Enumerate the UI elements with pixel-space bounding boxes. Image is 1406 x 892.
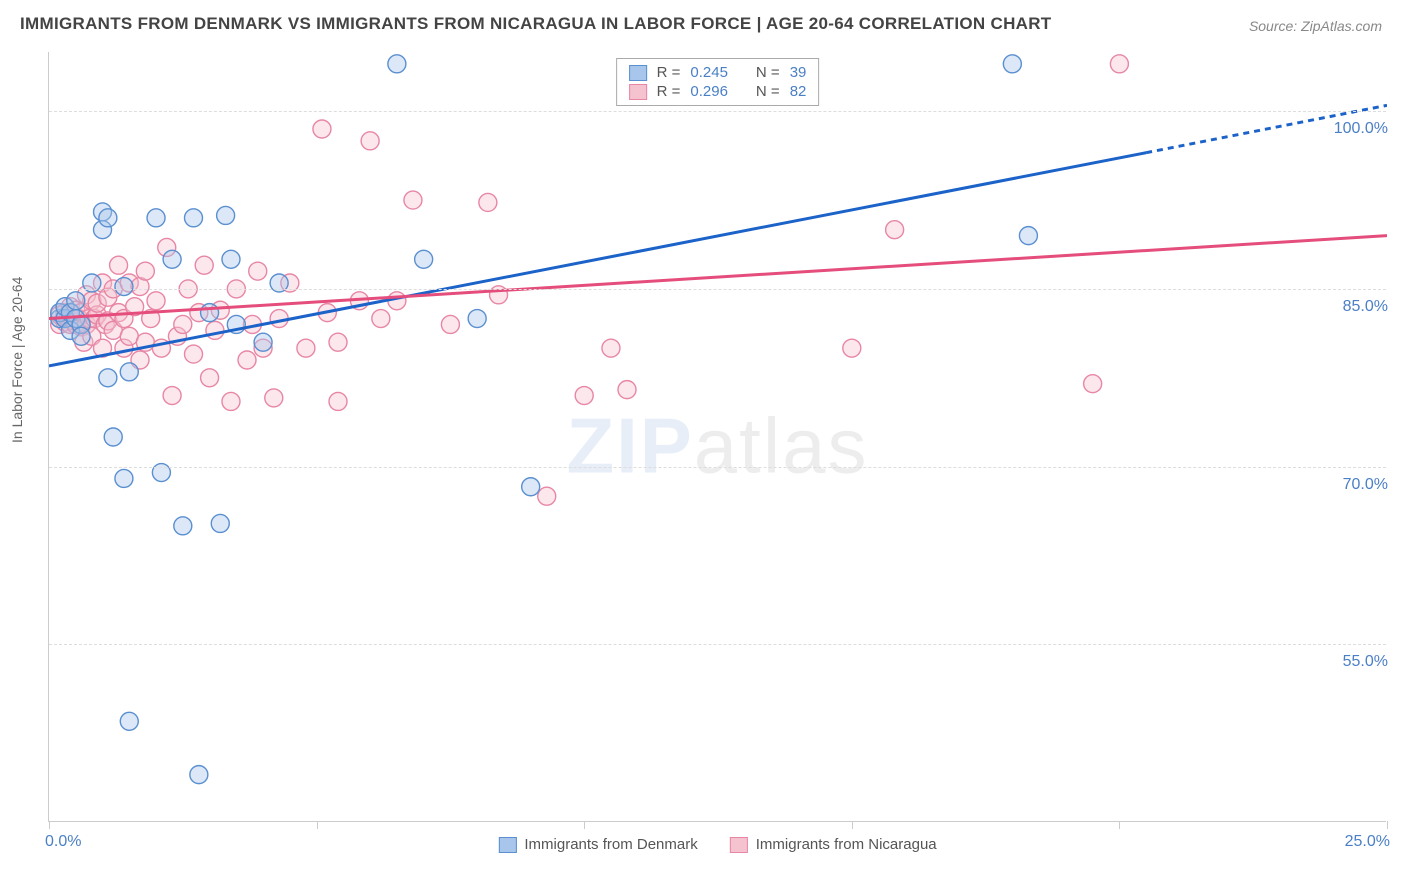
data-point bbox=[115, 278, 133, 296]
data-point bbox=[372, 310, 390, 328]
data-point bbox=[254, 333, 272, 351]
y-tick-label: 100.0% bbox=[1334, 120, 1388, 138]
data-point bbox=[479, 193, 497, 211]
data-point bbox=[72, 327, 90, 345]
data-point bbox=[522, 478, 540, 496]
data-point bbox=[120, 712, 138, 730]
data-point bbox=[1110, 55, 1128, 73]
series-legend: Immigrants from Denmark Immigrants from … bbox=[498, 836, 936, 853]
swatch-denmark bbox=[629, 65, 647, 81]
x-max-label: 25.0% bbox=[1345, 833, 1390, 851]
chart-title: IMMIGRANTS FROM DENMARK VS IMMIGRANTS FR… bbox=[20, 14, 1052, 34]
y-tick-label: 55.0% bbox=[1343, 653, 1388, 671]
data-point bbox=[441, 315, 459, 333]
data-point bbox=[404, 191, 422, 209]
x-tick bbox=[1119, 821, 1120, 829]
legend-item-nicaragua: Immigrants from Nicaragua bbox=[730, 836, 937, 853]
data-point bbox=[206, 321, 224, 339]
data-point bbox=[195, 256, 213, 274]
n-value-denmark: 39 bbox=[790, 64, 807, 81]
data-point bbox=[297, 339, 315, 357]
r-label: R = bbox=[657, 83, 681, 100]
data-point bbox=[120, 327, 138, 345]
data-point bbox=[99, 209, 117, 227]
data-point bbox=[104, 428, 122, 446]
data-point bbox=[313, 120, 331, 138]
data-point bbox=[115, 469, 133, 487]
legend-label-denmark: Immigrants from Denmark bbox=[524, 836, 697, 853]
data-point bbox=[163, 387, 181, 405]
x-tick bbox=[317, 821, 318, 829]
legend-item-denmark: Immigrants from Denmark bbox=[498, 836, 697, 853]
gridline-h bbox=[49, 289, 1386, 290]
x-tick bbox=[852, 821, 853, 829]
data-point bbox=[329, 333, 347, 351]
data-point bbox=[201, 304, 219, 322]
data-point bbox=[201, 369, 219, 387]
data-point bbox=[602, 339, 620, 357]
swatch-denmark bbox=[498, 837, 516, 853]
data-point bbox=[120, 363, 138, 381]
source-label: Source: ZipAtlas.com bbox=[1249, 18, 1382, 34]
y-axis-label: In Labor Force | Age 20-64 bbox=[9, 431, 25, 443]
swatch-nicaragua bbox=[730, 837, 748, 853]
data-point bbox=[136, 262, 154, 280]
x-tick bbox=[49, 821, 50, 829]
trend-line bbox=[49, 236, 1387, 319]
data-point bbox=[1019, 227, 1037, 245]
correlation-legend: R = 0.245 N = 39 R = 0.296 N = 82 bbox=[616, 58, 820, 106]
data-point bbox=[538, 487, 556, 505]
data-point bbox=[174, 517, 192, 535]
data-point bbox=[265, 389, 283, 407]
r-value-nicaragua: 0.296 bbox=[690, 83, 728, 100]
data-point bbox=[388, 55, 406, 73]
data-point bbox=[147, 209, 165, 227]
y-tick-label: 85.0% bbox=[1343, 298, 1388, 316]
data-point bbox=[249, 262, 267, 280]
n-label: N = bbox=[756, 83, 780, 100]
legend-row-nicaragua: R = 0.296 N = 82 bbox=[629, 82, 807, 101]
data-point bbox=[110, 256, 128, 274]
n-label: N = bbox=[756, 64, 780, 81]
legend-label-nicaragua: Immigrants from Nicaragua bbox=[756, 836, 937, 853]
data-point bbox=[575, 387, 593, 405]
data-point bbox=[185, 345, 203, 363]
gridline-h bbox=[49, 111, 1386, 112]
data-point bbox=[185, 209, 203, 227]
gridline-h bbox=[49, 467, 1386, 468]
data-point bbox=[67, 292, 85, 310]
data-point bbox=[1003, 55, 1021, 73]
data-point bbox=[843, 339, 861, 357]
data-point bbox=[618, 381, 636, 399]
r-value-denmark: 0.245 bbox=[690, 64, 728, 81]
n-value-nicaragua: 82 bbox=[790, 83, 807, 100]
data-point bbox=[147, 292, 165, 310]
y-tick-label: 70.0% bbox=[1343, 476, 1388, 494]
data-point bbox=[217, 206, 235, 224]
data-point bbox=[222, 392, 240, 410]
data-point bbox=[174, 315, 192, 333]
data-point bbox=[211, 514, 229, 532]
data-point bbox=[329, 392, 347, 410]
x-tick bbox=[584, 821, 585, 829]
data-point bbox=[238, 351, 256, 369]
data-point bbox=[415, 250, 433, 268]
chart-container: IMMIGRANTS FROM DENMARK VS IMMIGRANTS FR… bbox=[0, 0, 1406, 892]
r-label: R = bbox=[657, 64, 681, 81]
data-point bbox=[190, 766, 208, 784]
data-point bbox=[1084, 375, 1102, 393]
scatter-svg bbox=[49, 52, 1387, 822]
data-point bbox=[99, 369, 117, 387]
x-min-label: 0.0% bbox=[45, 833, 81, 851]
data-point bbox=[886, 221, 904, 239]
legend-row-denmark: R = 0.245 N = 39 bbox=[629, 63, 807, 82]
gridline-h bbox=[49, 644, 1386, 645]
data-point bbox=[468, 310, 486, 328]
data-point bbox=[222, 250, 240, 268]
swatch-nicaragua bbox=[629, 84, 647, 100]
data-point bbox=[361, 132, 379, 150]
data-point bbox=[163, 250, 181, 268]
x-tick bbox=[1387, 821, 1388, 829]
chart-plot-area: In Labor Force | Age 20-64 R = 0.245 N =… bbox=[48, 52, 1386, 822]
